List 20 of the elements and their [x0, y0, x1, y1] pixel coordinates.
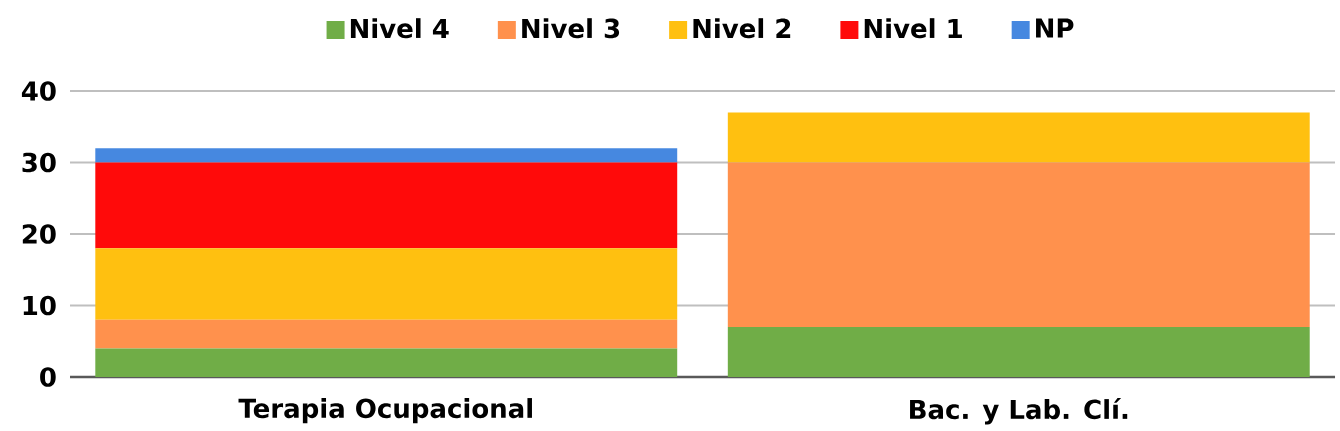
y-tick-label: 30 [22, 152, 56, 173]
y-tick-label: 20 [22, 224, 56, 244]
y-tick-label: 0 [40, 367, 56, 387]
bar [95, 319, 678, 349]
legend-label: Nivel 4 [350, 18, 449, 39]
y-tick-label: 40 [21, 81, 56, 101]
bar [95, 248, 678, 320]
bar [95, 148, 678, 163]
bar [95, 348, 678, 377]
y-tick-label: 10 [23, 295, 56, 316]
legend-label: Nivel 3 [522, 18, 620, 39]
bar [95, 162, 678, 249]
bar [727, 162, 1310, 327]
x-tick-label: Bac. y Lab. Clí. [910, 398, 1128, 425]
legend-label: Nivel 2 [693, 18, 791, 39]
x-tick-label: Terapia Ocupacional [238, 398, 532, 424]
legend-label: NP [1036, 18, 1074, 38]
legend-label: Nivel 1 [864, 18, 962, 39]
bar [727, 112, 1310, 163]
bar [727, 326, 1310, 377]
